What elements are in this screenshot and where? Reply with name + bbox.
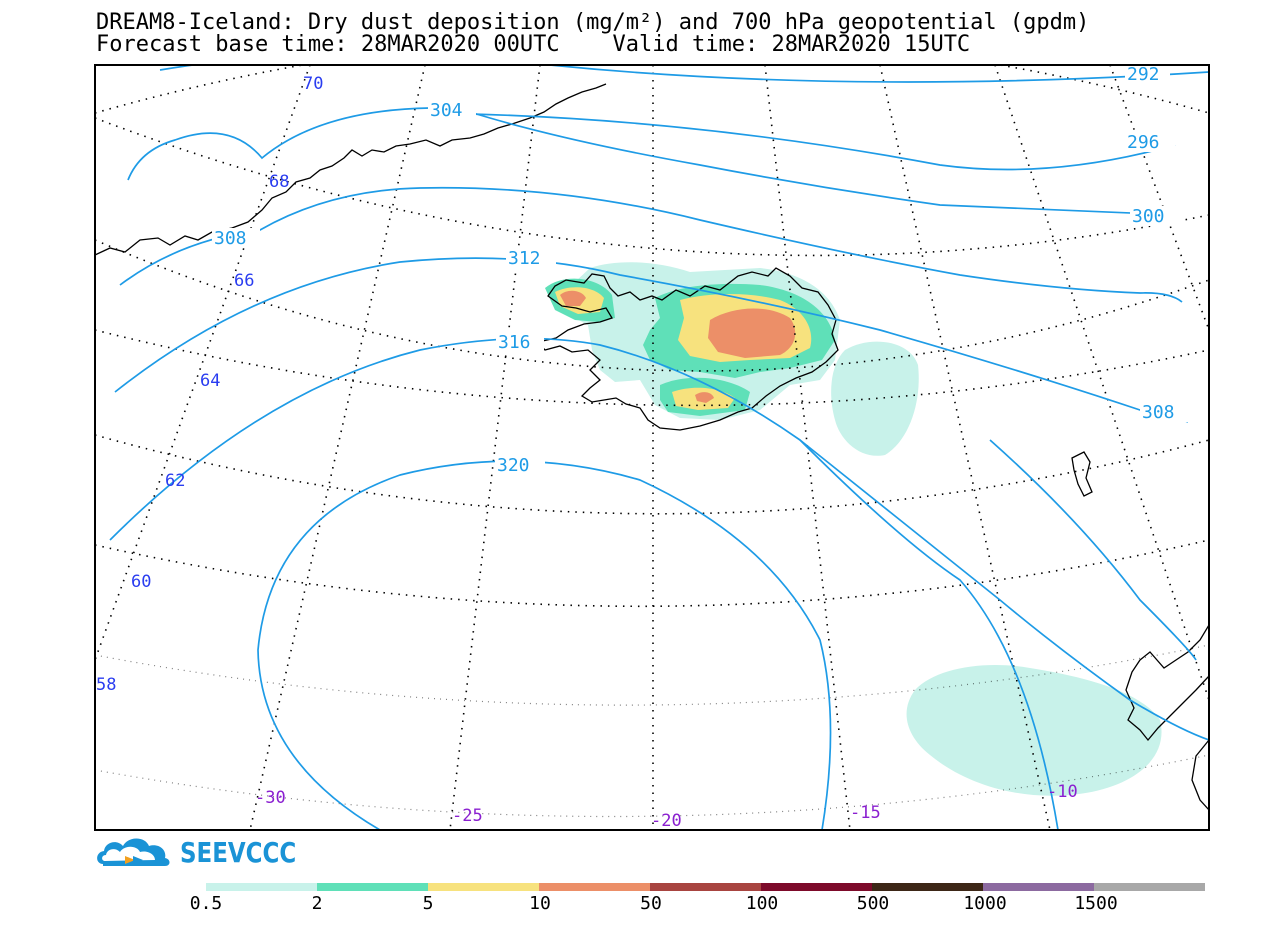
lat-label: 70	[303, 74, 323, 94]
colorbar-label: 100	[745, 893, 779, 914]
colorbar-label: 50	[640, 893, 662, 914]
colorbar-label: 1500	[1074, 893, 1118, 914]
colorbar-swatch	[872, 883, 983, 891]
contour-label: 312	[508, 248, 541, 269]
colorbar-label: 0.5	[189, 893, 223, 914]
map-title-line2: Forecast base time: 28MAR2020 00UTC Vali…	[96, 32, 971, 57]
dust-area-0.5-southeast	[906, 664, 1162, 796]
lon-label: -20	[651, 811, 682, 831]
dust-area-0.5-east	[831, 341, 919, 456]
cloud-logo-icon	[97, 838, 170, 866]
graticule-parallels-outer	[95, 644, 1209, 818]
coast-greenland	[95, 83, 607, 256]
colorbar-swatch	[761, 883, 872, 891]
contour-label: 320	[497, 455, 530, 476]
colorbar-label: 10	[529, 893, 551, 914]
contour-316	[257, 460, 832, 830]
contour-318	[989, 439, 1197, 661]
lon-label: -10	[1047, 782, 1078, 802]
contour-label: 304	[430, 100, 463, 121]
coast-scandinavia-south	[1191, 739, 1209, 811]
contour-300	[127, 107, 1179, 216]
colorbar-label: 500	[856, 893, 890, 914]
latitude-labels: 70 68 66 64 62 60 58	[96, 74, 323, 695]
contour-label: 296	[1127, 132, 1160, 153]
lat-label: 62	[165, 471, 185, 491]
contour-320	[799, 439, 1059, 830]
graticule-meridians	[95, 65, 1209, 830]
lon-label: -30	[255, 788, 286, 808]
contour-308	[114, 257, 1189, 423]
coast-faroe	[1071, 451, 1093, 497]
map-frame	[94, 64, 1210, 831]
colorbar-swatch	[428, 883, 539, 891]
lon-label: -25	[452, 806, 483, 826]
contour-312	[109, 337, 1209, 741]
dust-area-10	[560, 290, 796, 403]
colorbar-swatch	[317, 883, 428, 891]
contour-label: 316	[498, 332, 531, 353]
lat-label: 60	[131, 572, 151, 592]
logo-text: SEEVCCC	[180, 836, 297, 869]
contour-304	[119, 186, 1183, 303]
lon-label: -15	[850, 803, 881, 823]
contour-label: 308	[1142, 402, 1175, 423]
colorbar-swatch	[650, 883, 761, 891]
contour-292	[549, 65, 1209, 83]
lat-label: 66	[234, 271, 254, 291]
lat-label: 64	[200, 371, 220, 391]
colorbar-label: 2	[311, 893, 323, 914]
lat-label: 68	[269, 172, 289, 192]
lat-label: 58	[96, 675, 116, 695]
colorbar-label: 5	[422, 893, 434, 914]
colorbar-swatch	[1094, 883, 1205, 891]
graticule-parallels	[95, 65, 1209, 608]
colorbar-swatch	[539, 883, 650, 891]
map-title-line1: DREAM8-Iceland: Dry dust deposition (mg/…	[96, 10, 1090, 35]
colorbar-swatch	[983, 883, 1094, 891]
dust-deposition-field	[545, 262, 1162, 796]
longitude-labels: -30 -25 -20 -15 -10	[255, 782, 1078, 831]
colorbar-swatch	[206, 883, 317, 891]
contour-label: 300	[1132, 206, 1165, 227]
seevccc-logo: SEEVCCC	[95, 834, 305, 874]
colorbar	[206, 883, 1205, 891]
colorbar-label: 1000	[963, 893, 1007, 914]
contour-label-backgrounds	[212, 65, 1190, 475]
contour-labels: 292 296 300 304 308 308 312 316 320	[214, 64, 1175, 476]
contour-label: 292	[1127, 64, 1160, 85]
contour-label: 308	[214, 228, 247, 249]
